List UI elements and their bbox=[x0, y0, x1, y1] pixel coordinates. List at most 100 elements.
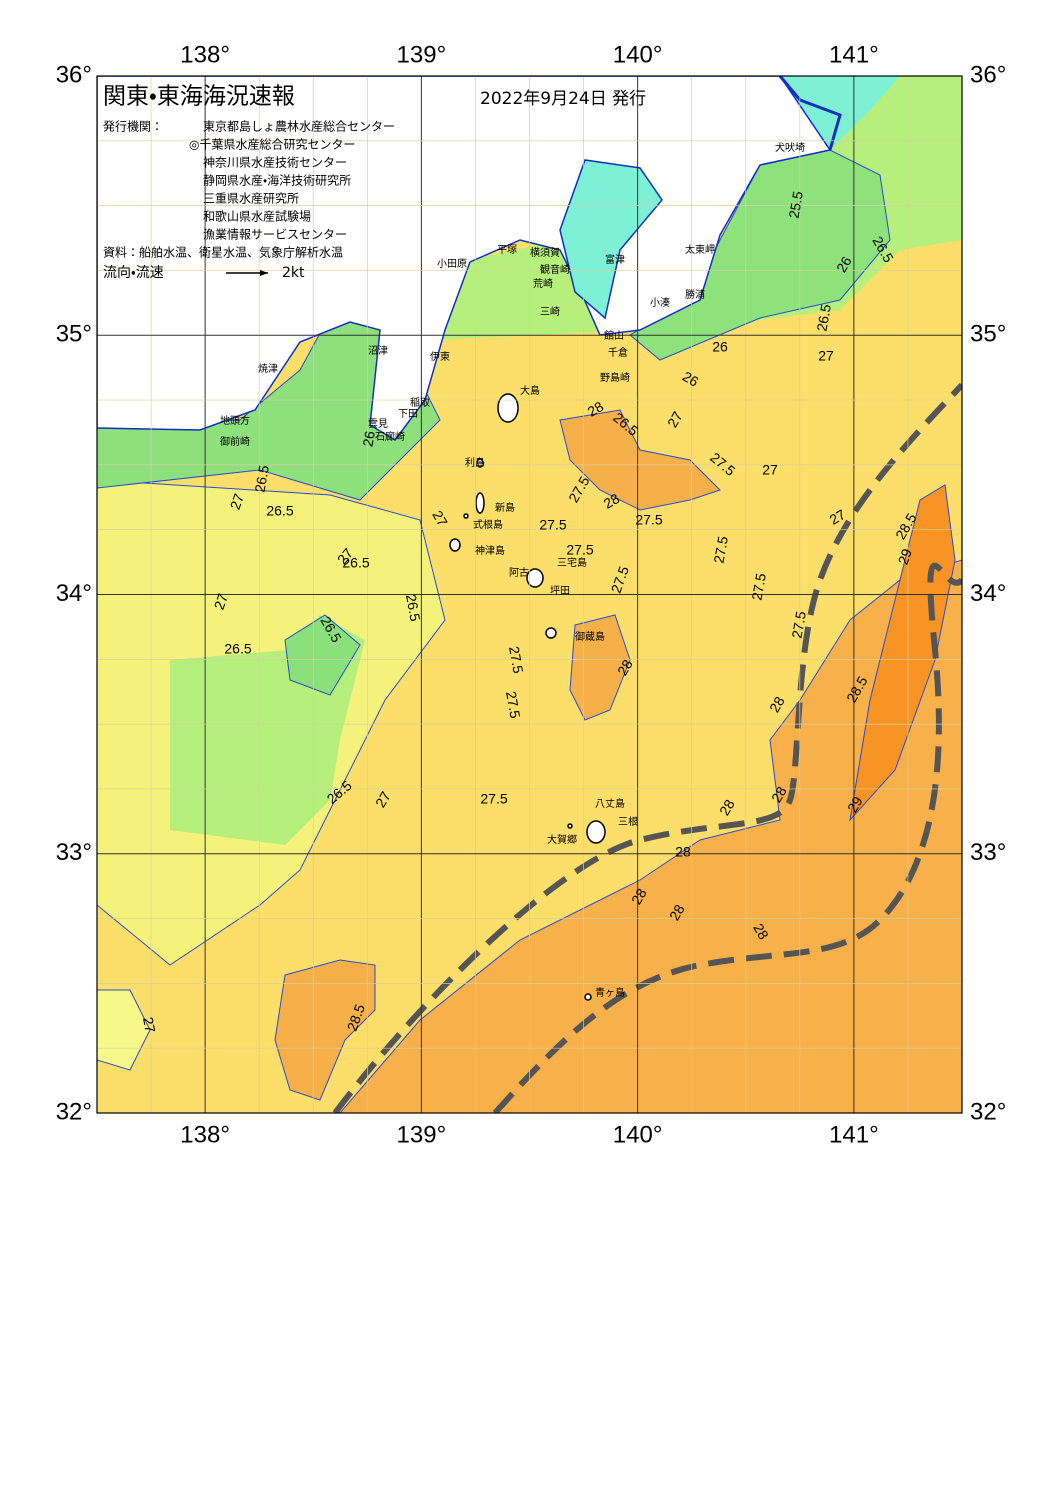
latitude-label: 32° bbox=[56, 1098, 92, 1125]
longitude-label: 141° bbox=[829, 1121, 879, 1148]
place-name: 地頭方 bbox=[220, 414, 250, 427]
contour-label: 28 bbox=[766, 693, 788, 715]
contour-label: 27.5 bbox=[788, 610, 809, 640]
place-name: 荒崎 bbox=[533, 277, 553, 290]
publisher-label: 発行機関： bbox=[103, 120, 163, 134]
island bbox=[449, 538, 461, 552]
contour-label: 29 bbox=[895, 546, 915, 566]
place-name: 沼津 bbox=[368, 344, 388, 357]
contour-label: 27 bbox=[140, 1016, 158, 1034]
longitude-label: 141° bbox=[829, 41, 879, 68]
place-name: 御蔵島 bbox=[575, 630, 605, 643]
contour-label: 26 bbox=[359, 430, 377, 448]
contour-label: 26.5 bbox=[266, 503, 293, 519]
place-name: 利島 bbox=[465, 456, 485, 469]
contour-label: 27.5 bbox=[635, 512, 662, 528]
contour-label: 28 bbox=[628, 885, 650, 907]
place-name: 大賀郷 bbox=[547, 833, 577, 846]
contour-label: 28 bbox=[750, 921, 772, 943]
place-name: 野島崎 bbox=[600, 371, 630, 384]
temp-28-zone bbox=[274, 959, 376, 1101]
latitude-label: 33° bbox=[970, 839, 1006, 866]
contour-label: 27.5 bbox=[710, 535, 731, 565]
temp-27-zone bbox=[97, 989, 151, 1071]
longitude-label: 140° bbox=[613, 1121, 663, 1148]
longitude-label: 138° bbox=[180, 1121, 230, 1148]
legend-arrowhead bbox=[260, 270, 268, 276]
current-line bbox=[492, 562, 962, 1113]
contour-label: 27 bbox=[227, 491, 247, 511]
land bbox=[97, 76, 832, 441]
place-name: 下田 bbox=[398, 409, 418, 420]
contour-label: 27 bbox=[762, 462, 778, 478]
contour-label: 28 bbox=[716, 796, 738, 818]
place-name: 雲見 bbox=[368, 418, 388, 430]
place-name: 八丈島 bbox=[595, 797, 625, 810]
contour-label: 27 bbox=[827, 506, 849, 528]
longitude-label: 138° bbox=[180, 41, 230, 68]
islands bbox=[449, 393, 606, 1001]
contour-label: 28 bbox=[614, 656, 636, 678]
temp-26-zone bbox=[284, 614, 361, 696]
contour-label: 26.5 bbox=[224, 641, 251, 657]
temp-28-zone bbox=[569, 614, 631, 721]
contour-label: 29 bbox=[844, 793, 866, 815]
publisher: 和歌山県水産試験場 bbox=[203, 209, 311, 224]
contour-label: 28 bbox=[666, 901, 688, 923]
place-name: 坪田 bbox=[550, 584, 570, 597]
contour-label: 27 bbox=[211, 591, 231, 611]
labels: 138° 138° 139° 139° 140° 140° 141° 141° 36° 36° 35… bbox=[56, 41, 1007, 1148]
contour-label: 26.5 bbox=[342, 555, 369, 571]
place-name: 大島 bbox=[520, 384, 540, 397]
title: 関東・東海海況速報 bbox=[103, 84, 295, 110]
place-name: 小湊 bbox=[650, 296, 670, 309]
temp-28-zone bbox=[339, 559, 962, 1113]
map-frame bbox=[96, 75, 963, 1114]
place-name: 富津 bbox=[605, 253, 625, 266]
island bbox=[567, 823, 573, 829]
contour-label: 28 bbox=[675, 844, 691, 860]
publisher: 静岡県水産・海洋技術研究所 bbox=[203, 173, 351, 188]
island bbox=[586, 820, 606, 844]
place-name: 神津島 bbox=[475, 544, 505, 557]
publisher: ◎千葉県水産総合研究センター bbox=[189, 137, 355, 152]
place-name: 三崎 bbox=[540, 305, 560, 318]
contour-label: 26.5 bbox=[251, 464, 272, 494]
island bbox=[545, 627, 557, 639]
grid bbox=[97, 76, 962, 1113]
place-name: 小田原 bbox=[437, 258, 467, 270]
contour-label: 27.5 bbox=[539, 517, 566, 533]
place-name: 新島 bbox=[495, 501, 515, 514]
contour-label: 28 bbox=[768, 783, 790, 805]
contour-label: 27.5 bbox=[506, 645, 527, 675]
place-name: 館山 bbox=[604, 329, 624, 342]
kuroshio-axis bbox=[332, 382, 962, 1113]
latitude-label: 36° bbox=[970, 61, 1006, 88]
longitude-label: 139° bbox=[397, 41, 447, 68]
place-name: 太東岬 bbox=[685, 243, 715, 256]
contour-label: 26.5 bbox=[403, 593, 424, 623]
contour-label: 27 bbox=[818, 348, 834, 364]
contour-label: 27 bbox=[429, 508, 451, 530]
contour-label: 27.5 bbox=[480, 791, 507, 807]
contour-label: 28 bbox=[601, 490, 623, 512]
place-name: 阿古 bbox=[509, 566, 529, 579]
place-name: 観音崎 bbox=[540, 263, 570, 276]
coastline bbox=[778, 76, 842, 151]
place-name: 式根島 bbox=[473, 518, 503, 531]
contour-label: 27.5 bbox=[566, 542, 593, 558]
contour-label: 26.5 bbox=[813, 303, 834, 333]
longitude-label: 139° bbox=[397, 1121, 447, 1148]
latitude-label: 36° bbox=[56, 61, 92, 88]
place-name: 三宅島 bbox=[557, 556, 587, 569]
place-name: 横須賀 bbox=[530, 246, 560, 259]
place-name: 青ヶ島 bbox=[595, 986, 625, 999]
contour-label: 26 bbox=[712, 339, 728, 355]
island bbox=[497, 393, 519, 423]
sea-surface-temperature bbox=[97, 76, 962, 1113]
place-name: 三根 bbox=[618, 815, 638, 828]
longitude-label: 140° bbox=[613, 41, 663, 68]
island bbox=[526, 568, 544, 588]
